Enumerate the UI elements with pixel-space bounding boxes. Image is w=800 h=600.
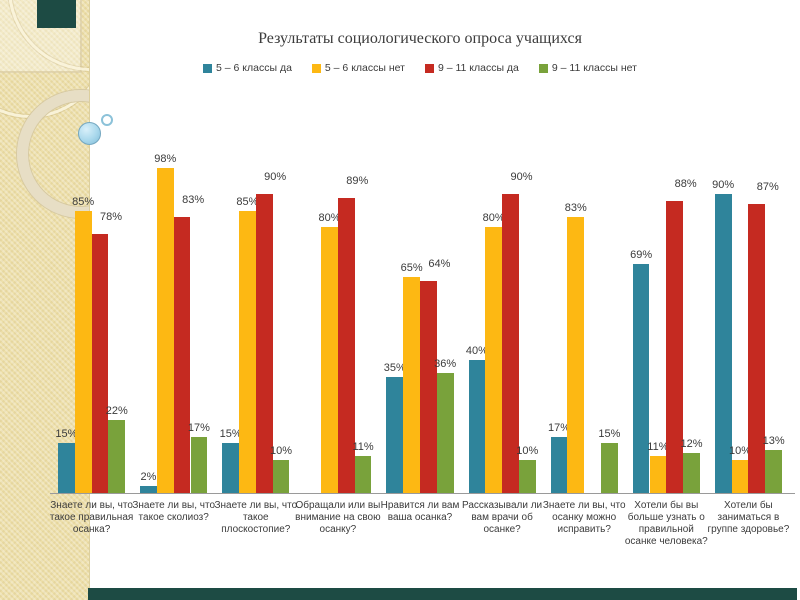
chart-bar [765, 449, 782, 493]
legend-label: 9 – 11 классы нет [551, 62, 637, 74]
bar-value-label: 64% [428, 257, 451, 270]
chart-bar [156, 167, 174, 493]
bar-value-label: 78% [99, 211, 123, 224]
category-label: Хотели бы заниматься в группе здоровье? [707, 500, 790, 535]
bar-value-label: 40% [465, 345, 488, 358]
bar-value-label: 83% [182, 194, 205, 207]
bar-value-label: 13% [762, 434, 785, 447]
bar-value-label: 87% [756, 181, 779, 194]
chart-bar [386, 376, 404, 493]
bar-value-label: 65% [400, 262, 423, 275]
chart-bar [321, 227, 338, 493]
bar-value-label: 2% [140, 471, 157, 484]
chart-bar [354, 456, 372, 493]
chart-bar [255, 194, 273, 493]
bar-value-label: 10% [516, 444, 539, 457]
bubble-ring-icon [101, 114, 113, 126]
bar-value-label: 36% [434, 358, 457, 371]
bar-value-label: 35% [383, 361, 406, 374]
legend-item: 5 – 6 классы да [203, 62, 292, 74]
category-label: Знаете ли вы, что такое правильная осанк… [49, 500, 134, 535]
legend-label: 9 – 11 классы да [437, 62, 519, 74]
chart-bar [649, 456, 667, 493]
chart-bar [173, 217, 191, 493]
bar-value-label: 15% [55, 428, 78, 441]
category-label: Нравится ли вам ваша осанка? [380, 500, 460, 523]
category-label: Знаете ли вы, что такое плоскостопие? [214, 500, 298, 535]
category-label: Обращали или вы внимание на свою осанку? [295, 500, 381, 535]
chart-bar [239, 210, 256, 493]
legend-label: 5 – 6 классы да [216, 62, 292, 74]
chart-bar [140, 486, 157, 493]
category-label: Хотели бы вы больше узнать о правильной … [624, 500, 708, 547]
chart-bar [436, 373, 454, 493]
bar-value-label: 12% [680, 438, 703, 451]
chart-bar [632, 263, 650, 493]
chart-bar [550, 436, 568, 493]
bar-value-label: 17% [187, 421, 210, 434]
chart-bar [567, 217, 585, 493]
chart-bar [190, 436, 208, 493]
chart-bar [222, 443, 239, 493]
chart-bar [601, 443, 618, 493]
bar-value-label: 90% [264, 171, 287, 184]
bar-value-label: 69% [630, 248, 653, 261]
bar-value-label: 15% [219, 428, 242, 441]
accent-square [37, 0, 76, 28]
bar-value-label: 10% [269, 444, 293, 457]
chart-bar [731, 459, 749, 493]
chart-bar [714, 194, 732, 493]
bar-value-label: 98% [154, 152, 177, 165]
chart-bar [337, 197, 355, 493]
legend-swatch-icon [311, 63, 321, 73]
bar-value-label: 10% [728, 444, 752, 457]
chart-title: Результаты социологического опроса учащи… [258, 30, 582, 47]
bar-value-label: 85% [72, 195, 95, 208]
chart-bar [502, 194, 519, 493]
bubble-circle-icon [78, 122, 101, 145]
bar-value-label: 11% [352, 441, 374, 454]
bar-value-label: 89% [346, 174, 369, 187]
category-label: Знаете ли вы, что осанку можно исправить… [542, 500, 626, 535]
chart-bar [468, 360, 486, 493]
category-label: Рассказывали ли вам врачи об осанке? [462, 500, 543, 535]
legend-item: 9 – 11 классы да [424, 62, 519, 74]
sidebar-decoration [0, 0, 90, 600]
category-label: Знаете ли вы, что такое сколиоз? [132, 500, 216, 523]
chart-bar [683, 453, 700, 493]
legend-swatch-icon [203, 63, 213, 73]
bar-value-label: 90% [712, 179, 735, 192]
chart-bar [58, 443, 75, 493]
bar-value-label: 80% [318, 212, 341, 225]
chart-bar [518, 459, 536, 493]
chart-bar [108, 419, 126, 493]
bar-value-label: 90% [510, 171, 533, 184]
bar-value-label: 15% [598, 428, 621, 441]
chart-bar [272, 459, 290, 493]
chart-bar [74, 210, 92, 493]
chart-legend: 5 – 6 классы да 5 – 6 классы нет 9 – 11 кл… [80, 62, 760, 74]
bar-value-label: 22% [105, 404, 128, 417]
chart-bar [485, 227, 503, 493]
bar-value-label: 88% [674, 177, 697, 190]
legend-swatch-icon [538, 63, 548, 73]
legend-label: 5 – 6 классы нет [324, 62, 405, 74]
accent-bottom-bar [88, 588, 797, 600]
bar-value-label: 80% [482, 212, 505, 225]
bar-value-label: 83% [564, 202, 587, 215]
legend-swatch-icon [424, 63, 434, 73]
bar-value-label: 85% [236, 195, 259, 208]
legend-item: 5 – 6 классы нет [311, 62, 405, 74]
chart-bar [420, 280, 437, 493]
bar-value-label: 11% [647, 441, 669, 454]
chart-bar [91, 234, 109, 493]
bar-value-label: 17% [547, 421, 571, 434]
chart-bar [403, 277, 420, 493]
legend-item: 9 – 11 классы нет [538, 62, 637, 74]
x-axis-line [50, 493, 795, 494]
chart-bar [748, 204, 766, 493]
chart-bar [666, 200, 684, 493]
